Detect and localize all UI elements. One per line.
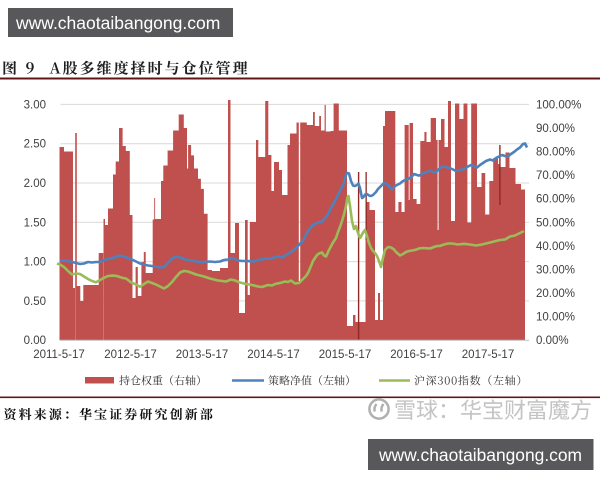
svg-text:2011-5-17: 2011-5-17 bbox=[33, 349, 85, 361]
svg-text:www.chaotaibangong.com: www.chaotaibangong.com bbox=[15, 13, 220, 33]
svg-text:80.00%: 80.00% bbox=[536, 147, 575, 159]
svg-text:0.00: 0.00 bbox=[24, 335, 46, 347]
svg-text:90.00%: 90.00% bbox=[536, 123, 575, 135]
svg-text:70.00%: 70.00% bbox=[536, 170, 575, 182]
svg-text:20.00%: 20.00% bbox=[536, 288, 575, 300]
svg-text:40.00%: 40.00% bbox=[536, 241, 575, 253]
svg-text:2013-5-17: 2013-5-17 bbox=[176, 349, 228, 361]
svg-text:30.00%: 30.00% bbox=[536, 265, 575, 277]
svg-text:2.00: 2.00 bbox=[24, 178, 46, 190]
svg-text:2015-5-17: 2015-5-17 bbox=[319, 349, 371, 361]
svg-text:2.50: 2.50 bbox=[24, 139, 46, 151]
svg-text:2017-5-17: 2017-5-17 bbox=[462, 349, 514, 361]
svg-text:0.00%: 0.00% bbox=[536, 335, 569, 347]
svg-text:2012-5-17: 2012-5-17 bbox=[104, 349, 156, 361]
svg-text:3.00: 3.00 bbox=[24, 99, 46, 111]
svg-text:2016-5-17: 2016-5-17 bbox=[390, 349, 442, 361]
svg-text:2014-5-17: 2014-5-17 bbox=[247, 349, 299, 361]
svg-text:60.00%: 60.00% bbox=[536, 194, 575, 206]
svg-text:1.00: 1.00 bbox=[24, 257, 46, 269]
svg-text:10.00%: 10.00% bbox=[536, 312, 575, 324]
svg-text:50.00%: 50.00% bbox=[536, 217, 575, 229]
svg-text:0.50: 0.50 bbox=[24, 296, 46, 308]
svg-text:1.50: 1.50 bbox=[24, 217, 46, 229]
svg-text:www.chaotaibangong.com: www.chaotaibangong.com bbox=[378, 445, 582, 465]
svg-text:100.00%: 100.00% bbox=[536, 99, 581, 111]
